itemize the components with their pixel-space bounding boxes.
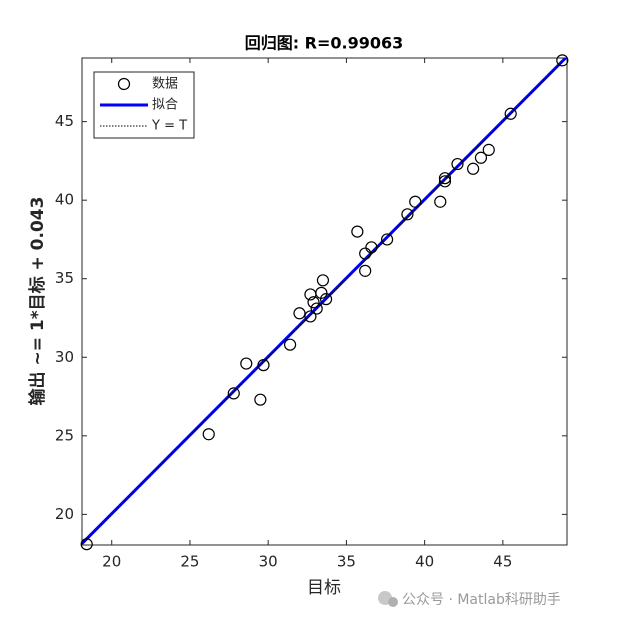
y-tick-label: 25 — [55, 426, 74, 444]
data-point — [202, 428, 215, 441]
x-tick-label: 30 — [259, 553, 278, 571]
data-point — [359, 247, 372, 260]
data-point — [315, 286, 328, 299]
data-point — [359, 264, 372, 277]
data-point — [227, 387, 240, 400]
data-point — [80, 538, 93, 551]
chart-title: 回归图: R=0.99063 — [245, 34, 404, 53]
data-point — [482, 143, 495, 157]
x-tick-label: 45 — [493, 553, 512, 571]
identity-line — [82, 58, 567, 545]
y-tick-label: 20 — [55, 505, 74, 523]
data-point — [307, 296, 320, 309]
data-point — [401, 208, 414, 221]
data-point — [240, 357, 253, 370]
legend-marker — [117, 77, 131, 91]
data-point — [409, 195, 422, 208]
data-point — [283, 338, 297, 351]
data-point — [293, 307, 306, 320]
data-point — [556, 54, 569, 67]
data-point — [351, 225, 364, 238]
x-tick-label: 25 — [180, 553, 199, 571]
data-point — [467, 162, 480, 175]
data-point — [365, 241, 378, 254]
y-tick-label: 45 — [55, 112, 74, 130]
legend-label: 拟合 — [152, 98, 178, 113]
y-axis-label: 输出 ~= 1*目标 + 0.043 — [27, 197, 48, 406]
legend-label: 数据 — [152, 77, 178, 92]
data-point — [254, 393, 267, 406]
data-point — [434, 195, 447, 208]
legend-label: Y = T — [151, 119, 187, 134]
data-point — [257, 359, 270, 372]
data-point — [304, 310, 317, 323]
plot-content — [82, 58, 567, 545]
watermark: 公众号 · Matlab科研助手 — [378, 591, 561, 608]
x-axis-label: 目标 — [307, 578, 341, 598]
data-point — [438, 172, 452, 185]
y-tick-label: 35 — [55, 269, 74, 287]
x-tick-label: 40 — [415, 553, 434, 571]
data-point — [380, 233, 394, 246]
data-point — [438, 175, 452, 188]
watermark-text: 公众号 · Matlab科研助手 — [402, 592, 561, 608]
y-tick-label: 30 — [55, 348, 74, 366]
data-point — [316, 274, 330, 287]
data-point — [504, 107, 517, 120]
data-point — [451, 157, 464, 171]
watermark-icon — [388, 597, 398, 607]
data-point — [319, 293, 333, 306]
data-point — [310, 302, 323, 315]
y-tick-label: 40 — [55, 191, 74, 209]
x-tick-label: 20 — [102, 553, 121, 571]
data-point — [474, 151, 488, 164]
x-tick-label: 35 — [337, 553, 356, 571]
